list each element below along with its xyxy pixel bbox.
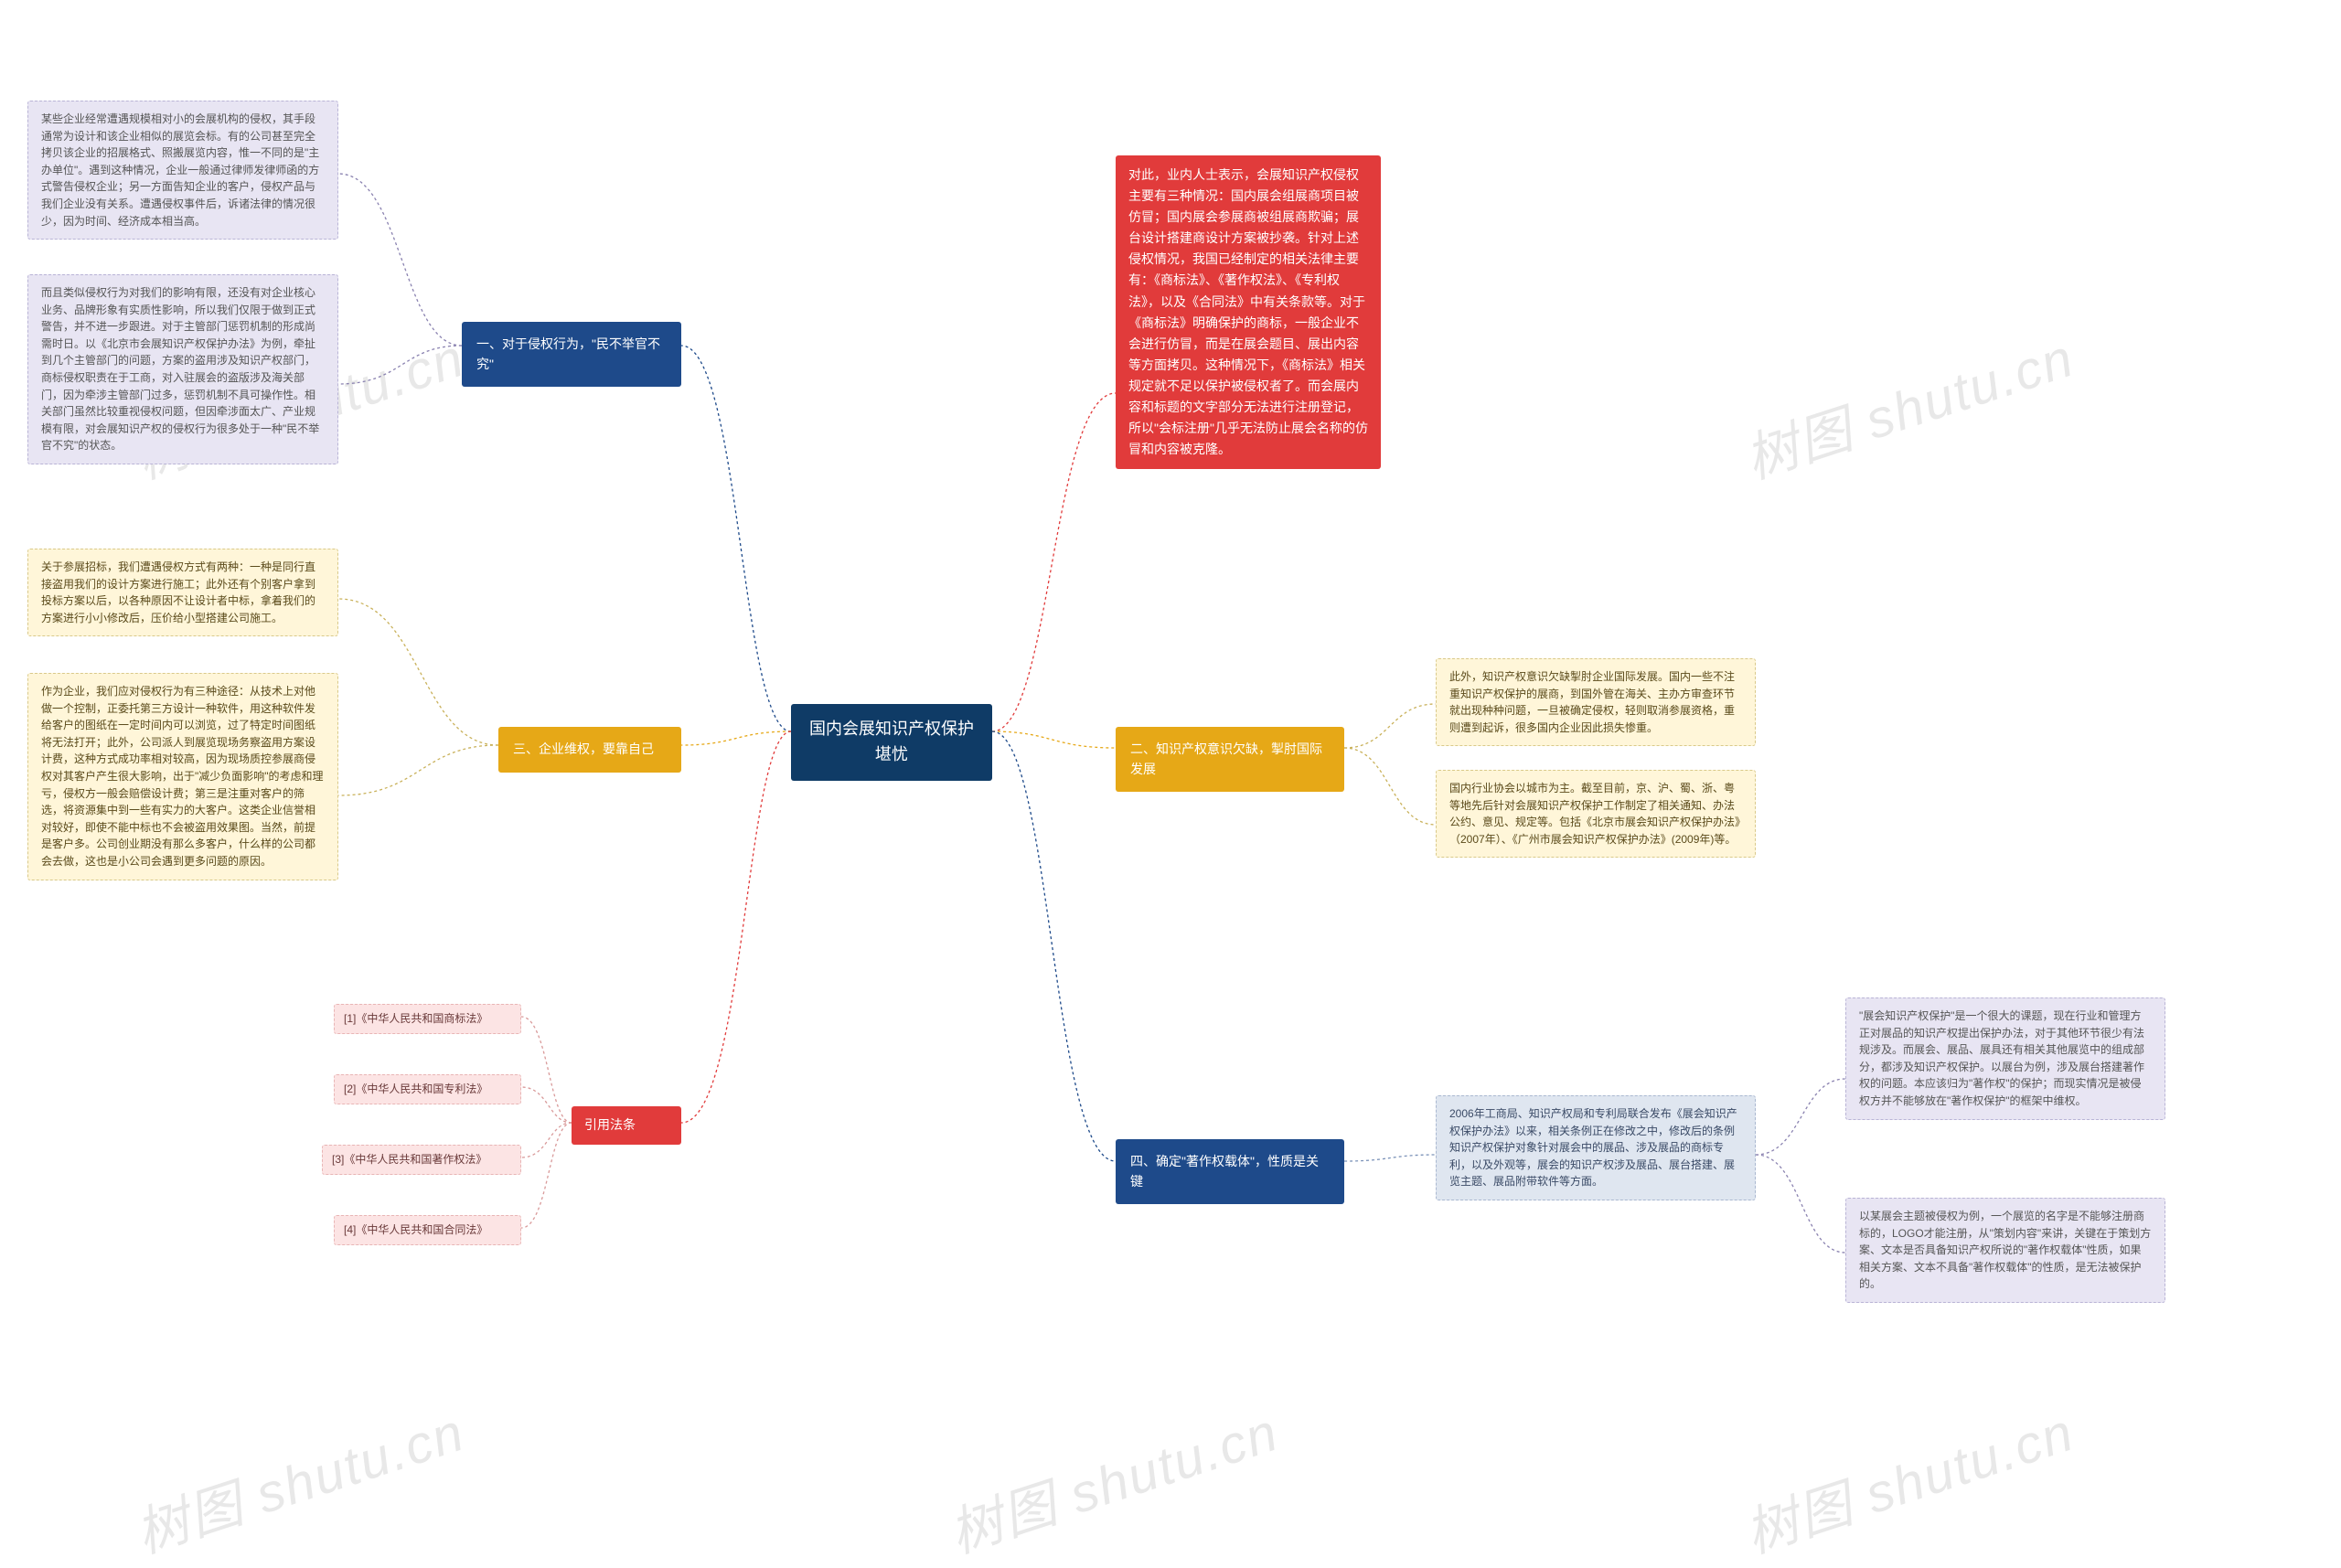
branch-reference: 引用法条 (572, 1106, 681, 1145)
branch-2-leaf-0: 此外，知识产权意识欠缺掣肘企业国际发展。国内一些不注重知识产权保护的展商，到国外… (1436, 658, 1756, 746)
ref-law-2: [3]《中华人民共和国著作权法》 (322, 1145, 521, 1175)
branch-2-leaf-1: 国内行业协会以城市为主。截至目前，京、沪、蜀、浙、粤等地先后针对会展知识产权保护… (1436, 770, 1756, 858)
branch-3: 三、企业维权，要靠自己 (498, 727, 681, 773)
ref-law-0: [1]《中华人民共和国商标法》 (334, 1004, 521, 1034)
watermark: 树图 shutu.cn (124, 1389, 473, 1567)
branch-top-leaf: 对此，业内人士表示，会展知识产权侵权主要有三种情况：国内展会组展商项目被仿冒；国… (1116, 155, 1381, 469)
watermark: 树图 shutu.cn (938, 1389, 1287, 1567)
branch-2: 二、知识产权意识欠缺，掣肘国际发展 (1116, 727, 1344, 792)
branch-4-leaf-2: 以某展会主题被侵权为例，一个展览的名字是不能够注册商标的，LOGO才能注册，从"… (1845, 1198, 2165, 1303)
watermark: 树图 shutu.cn (1734, 315, 2082, 493)
branch-1: 一、对于侵权行为，"民不举官不究" (462, 322, 681, 387)
branch-3-leaf-1: 作为企业，我们应对侵权行为有三种途径：从技术上对他做一个控制，正委托第三方设计一… (27, 673, 338, 880)
branch-4-leaf-0: 2006年工商局、知识产权局和专利局联合发布《展会知识产权保护办法》以来，相关条… (1436, 1095, 1756, 1200)
ref-law-3: [4]《中华人民共和国合同法》 (334, 1215, 521, 1245)
branch-4: 四、确定"著作权载体"，性质是关键 (1116, 1139, 1344, 1204)
branch-1-leaf-1: 而且类似侵权行为对我们的影响有限，还没有对企业核心业务、品牌形象有实质性影响，所… (27, 274, 338, 464)
watermark: 树图 shutu.cn (1734, 1389, 2082, 1567)
ref-law-1: [2]《中华人民共和国专利法》 (334, 1074, 521, 1104)
branch-1-leaf-0: 某些企业经常遭遇规模相对小的会展机构的侵权，其手段通常为设计和该企业相似的展览会… (27, 101, 338, 240)
center-topic: 国内会展知识产权保护堪忧 (791, 704, 992, 781)
branch-3-leaf-0: 关于参展招标，我们遭遇侵权方式有两种：一种是同行直接盗用我们的设计方案进行施工；… (27, 549, 338, 636)
branch-4-leaf-1: "展会知识产权保护"是一个很大的课题，现在行业和管理方正对展品的知识产权提出保护… (1845, 997, 2165, 1120)
